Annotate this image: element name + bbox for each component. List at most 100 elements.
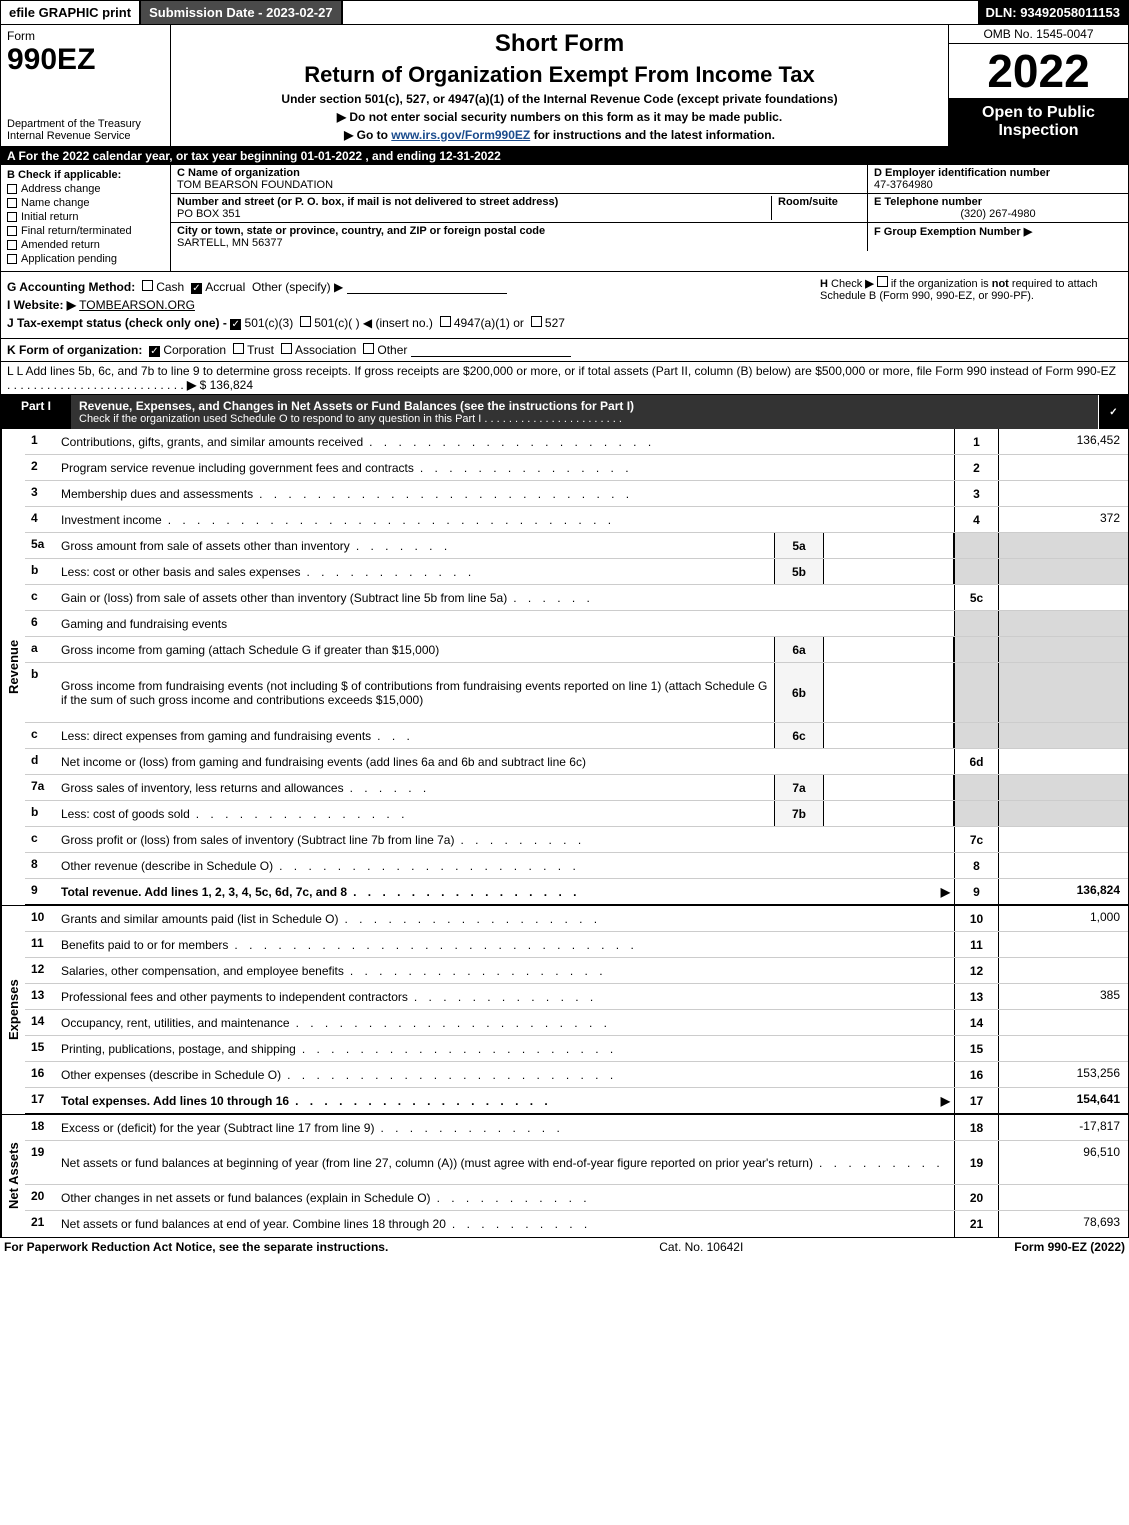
line-21: 21Net assets or fund balances at end of … [25,1211,1128,1237]
line-16: 16Other expenses (describe in Schedule O… [25,1062,1128,1088]
chk-schedule-b[interactable] [877,276,888,287]
line-7c: cGross profit or (loss) from sales of in… [25,827,1128,853]
line-14: 14Occupancy, rent, utilities, and mainte… [25,1010,1128,1036]
row-a-tax-year: A For the 2022 calendar year, or tax yea… [0,147,1129,165]
line-5c: cGain or (loss) from sale of assets othe… [25,585,1128,611]
instr-goto-post: for instructions and the latest informat… [530,128,775,142]
street-value: PO BOX 351 [177,208,771,220]
chk-final-return[interactable]: Final return/terminated [7,225,164,237]
section-k: K Form of organization: ✓ Corporation Tr… [0,339,1129,362]
chk-4947[interactable] [440,316,451,327]
tel-label: E Telephone number [874,196,1122,208]
tax-year: 2022 [949,44,1128,98]
chk-address-change[interactable]: Address change [7,183,164,195]
revenue-side-label: Revenue [1,429,25,905]
chk-501c[interactable] [300,316,311,327]
i-label: I Website: ▶ [7,298,76,312]
dln: DLN: 93492058011153 [978,1,1128,24]
org-name-cell: C Name of organization TOM BEARSON FOUND… [171,165,868,193]
form-number: 990EZ [7,43,164,77]
ein-cell: D Employer identification number 47-3764… [868,165,1128,193]
instr-goto: ▶ Go to www.irs.gov/Form990EZ for instru… [177,128,942,142]
revenue-section: Revenue 1Contributions, gifts, grants, a… [0,429,1129,906]
other-specify-blank[interactable] [347,293,507,294]
room-label: Room/suite [778,196,861,208]
chk-501c3[interactable]: ✓ [230,319,241,330]
line-l: L L Add lines 5b, 6c, and 7b to line 9 t… [0,362,1129,395]
line-5b: bLess: cost or other basis and sales exp… [25,559,1128,585]
l-amount: $ 136,824 [200,378,253,392]
instr-goto-pre: ▶ Go to [344,128,391,142]
irs-link[interactable]: www.irs.gov/Form990EZ [391,128,530,142]
chk-527[interactable] [531,316,542,327]
section-ghijk: G Accounting Method: Cash ✓ Accrual Othe… [0,272,1129,339]
part-i-scheduleo-check[interactable]: ✓ [1098,395,1128,429]
city-value: SARTELL, MN 56377 [177,237,861,249]
line-2: 2Program service revenue including gover… [25,455,1128,481]
line-1: 1Contributions, gifts, grants, and simil… [25,429,1128,455]
line-6: 6Gaming and fundraising events [25,611,1128,637]
group-exemption-cell: F Group Exemption Number ▶ [868,223,1128,251]
org-name-label: C Name of organization [177,167,861,179]
header-left: Form 990EZ Department of the Treasury In… [1,25,171,146]
chk-name-change[interactable]: Name change [7,197,164,209]
line-11: 11Benefits paid to or for members. . . .… [25,932,1128,958]
line-6b: bGross income from fundraising events (n… [25,663,1128,723]
city-cell: City or town, state or province, country… [171,223,868,251]
chk-other-org[interactable] [363,343,374,354]
chk-amended-return[interactable]: Amended return [7,239,164,251]
line-4: 4Investment income. . . . . . . . . . . … [25,507,1128,533]
chk-application-pending[interactable]: Application pending [7,253,164,265]
part-i-header: Part I Revenue, Expenses, and Changes in… [0,395,1129,429]
line-9: 9Total revenue. Add lines 1, 2, 3, 4, 5c… [25,879,1128,905]
tel-cell: E Telephone number (320) 267-4980 [868,194,1128,222]
ein-value: 47-3764980 [874,179,1122,191]
k-label: K Form of organization: [7,343,142,357]
section-b-header: B Check if applicable: [7,169,164,181]
website-link[interactable]: TOMBEARSON.ORG [79,298,195,312]
footer-center: Cat. No. 10642I [659,1240,743,1254]
instr-no-ssn: ▶ Do not enter social security numbers o… [177,110,942,124]
line-5a: 5aGross amount from sale of assets other… [25,533,1128,559]
line-15: 15Printing, publications, postage, and s… [25,1036,1128,1062]
omb-number: OMB No. 1545-0047 [949,25,1128,44]
return-subtitle: Under section 501(c), 527, or 4947(a)(1)… [177,92,942,106]
section-cde: C Name of organization TOM BEARSON FOUND… [171,165,1128,271]
line-7a: 7aGross sales of inventory, less returns… [25,775,1128,801]
short-form-title: Short Form [177,30,942,58]
efile-print[interactable]: efile GRAPHIC print [1,1,139,24]
line-18: 18Excess or (deficit) for the year (Subt… [25,1115,1128,1141]
street-cell: Number and street (or P. O. box, if mail… [171,194,868,222]
line-12: 12Salaries, other compensation, and empl… [25,958,1128,984]
department-label: Department of the Treasury Internal Reve… [7,118,164,142]
netassets-section: Net Assets 18Excess or (deficit) for the… [0,1115,1129,1238]
chk-initial-return[interactable]: Initial return [7,211,164,223]
expenses-section: Expenses 10Grants and similar amounts pa… [0,906,1129,1115]
chk-trust[interactable] [233,343,244,354]
section-b-checkboxes: B Check if applicable: Address change Na… [1,165,171,271]
line-7b: bLess: cost of goods sold. . . . . . . .… [25,801,1128,827]
line-8: 8Other revenue (describe in Schedule O).… [25,853,1128,879]
footer-left: For Paperwork Reduction Act Notice, see … [4,1240,388,1254]
chk-corporation[interactable]: ✓ [149,346,160,357]
line-6c: cLess: direct expenses from gaming and f… [25,723,1128,749]
top-bar-spacer [343,1,978,24]
chk-association[interactable] [281,343,292,354]
page-footer: For Paperwork Reduction Act Notice, see … [0,1238,1129,1256]
other-org-blank[interactable] [411,356,571,357]
ein-label: D Employer identification number [874,167,1122,179]
line-10: 10Grants and similar amounts paid (list … [25,906,1128,932]
tel-value: (320) 267-4980 [874,208,1122,220]
l-text: L Add lines 5b, 6c, and 7b to line 9 to … [17,364,1116,378]
chk-cash[interactable] [142,280,153,291]
chk-accrual[interactable]: ✓ [191,283,202,294]
j-label: J Tax-exempt status (check only one) - [7,316,227,330]
info-block: B Check if applicable: Address change Na… [0,165,1129,272]
org-name: TOM BEARSON FOUNDATION [177,179,861,191]
group-exemption-label: F Group Exemption Number ▶ [874,225,1122,238]
city-label: City or town, state or province, country… [177,225,861,237]
submission-date: Submission Date - 2023-02-27 [139,1,343,24]
return-title: Return of Organization Exempt From Incom… [177,62,942,88]
part-i-title: Revenue, Expenses, and Changes in Net As… [71,395,1098,429]
line-20: 20Other changes in net assets or fund ba… [25,1185,1128,1211]
